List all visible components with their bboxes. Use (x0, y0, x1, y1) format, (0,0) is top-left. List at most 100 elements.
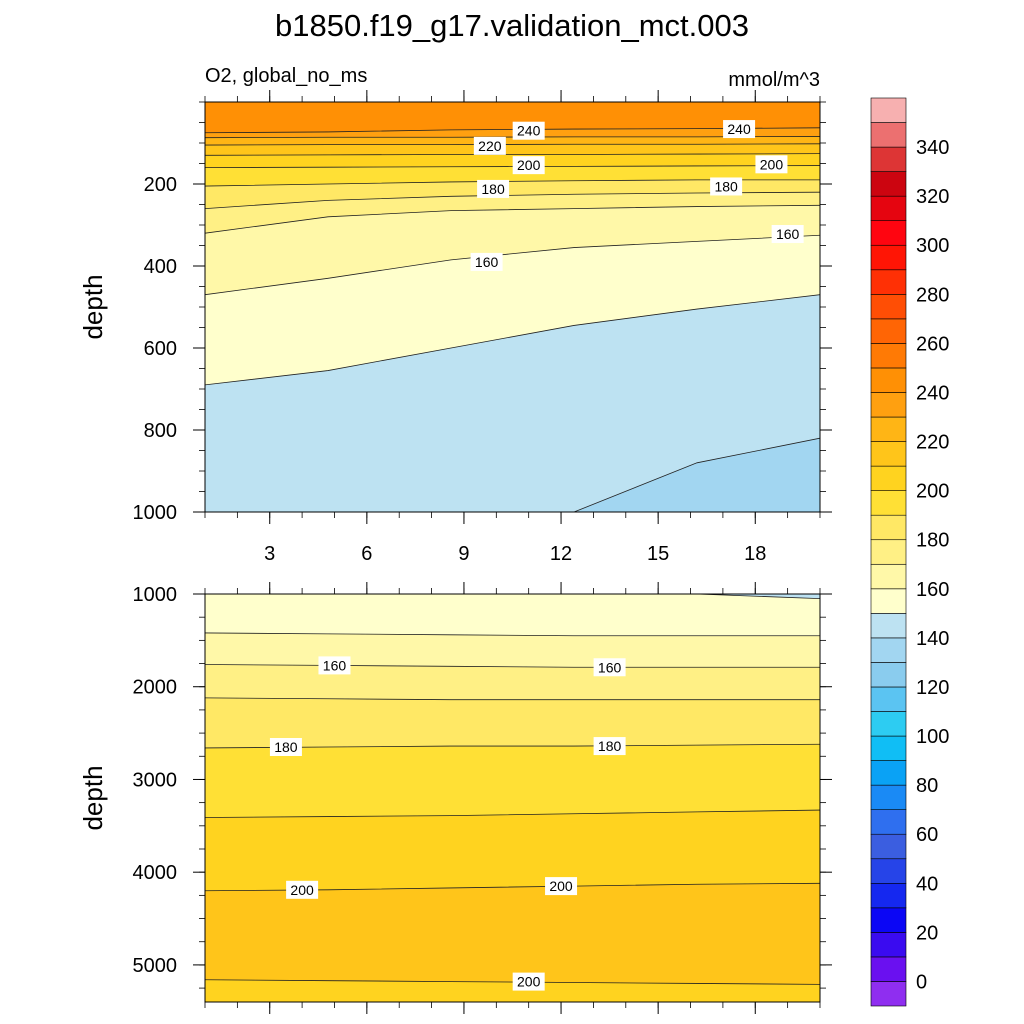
colorbar-swatch (870, 122, 907, 148)
contour-line-220 (205, 143, 820, 146)
y-tick-label: 3000 (133, 769, 178, 791)
colorbar-label: 180 (916, 530, 949, 552)
colorbar-label: 260 (916, 333, 949, 355)
colorbar-swatch (870, 146, 907, 172)
contour-label: 240 (723, 120, 756, 139)
units-subtitle: mmol/m^3 (728, 69, 820, 91)
figure-title: b1850.f19_g17.validation_mct.003 (275, 8, 749, 43)
contour-label-text: 160 (776, 226, 800, 242)
colorbar-label: 120 (916, 677, 949, 699)
colorbar-swatch (870, 367, 907, 393)
y-tick-label: 5000 (133, 955, 178, 977)
contour-line-210 (205, 153, 820, 156)
contour-line-210 (205, 979, 820, 985)
colorbar-label: 80 (916, 775, 938, 797)
y-axis-label: depth (78, 765, 108, 830)
contour-line-160 (205, 234, 820, 296)
colorbar-swatch (870, 563, 907, 590)
x-tick-label: 3 (264, 543, 275, 565)
contour-line-240 (205, 127, 820, 134)
colorbar-label: 300 (916, 235, 949, 257)
contour-label-text: 200 (549, 878, 573, 894)
y-tick-label: 4000 (133, 862, 178, 884)
lower-panel: 160 160 180 180 200 200 200 1000 2000 3000 4000 500… (78, 582, 832, 1014)
contour-label-text: 200 (517, 157, 541, 173)
colorbar-label: 20 (916, 922, 938, 944)
x-tick-label: 9 (458, 543, 469, 565)
contour-band-185 (205, 179, 820, 209)
y-tick-label: 400 (144, 256, 177, 278)
upper-panel: 240 240 220 200 200 180 180 160 160 200 400 600 800 1… (78, 90, 832, 565)
x-tick-label: 18 (744, 543, 766, 565)
colorbar-swatch (870, 465, 907, 491)
contour-label-text: 180 (274, 739, 298, 755)
contour-band-175 (205, 664, 820, 700)
colorbar-swatch (870, 956, 907, 982)
contour-band-135 (205, 438, 820, 512)
colorbar-label: 320 (916, 186, 949, 208)
colorbar-label: 0 (916, 971, 927, 993)
colorbar-swatch (870, 195, 907, 222)
colorbar-swatch (870, 392, 907, 418)
contour-label: 200 (512, 972, 545, 991)
colorbar-swatch (870, 686, 907, 712)
contour-label: 180 (477, 179, 510, 198)
contour-label-text: 180 (481, 181, 505, 197)
colorbar-swatch (870, 858, 907, 884)
contour-label: 180 (269, 738, 302, 756)
colorbar-label: 100 (916, 726, 949, 748)
colorbar-swatch (870, 613, 907, 639)
colorbar-swatch (870, 244, 907, 271)
y-tick-label: 200 (144, 174, 177, 196)
colorbar-swatch (870, 514, 907, 541)
colorbar-swatch (870, 637, 907, 663)
contour-band-155 (205, 594, 820, 636)
contour-label: 160 (470, 252, 503, 271)
contour-label: 220 (473, 136, 506, 155)
colorbar: 0 20 40 60 80 100 120 140 160 180 200 220 240 260 280 3… (870, 97, 949, 1007)
colorbar-swatch (870, 269, 907, 295)
contour-line-170 (205, 697, 820, 701)
colorbar-swatch (870, 711, 907, 737)
colorbar-swatch (870, 441, 907, 467)
colorbar-label: 200 (916, 481, 949, 503)
contour-line-140 (205, 594, 820, 600)
colorbar-swatch (870, 294, 907, 320)
contour-band-175 (205, 192, 820, 234)
colorbar-label: 40 (916, 873, 938, 895)
colorbar-label: 160 (916, 579, 949, 601)
colorbar-swatch (870, 220, 907, 246)
contour-line-150 (205, 632, 820, 637)
colorbar-label: 220 (916, 432, 949, 454)
contour-label-text: 160 (323, 657, 347, 673)
colorbar-swatch (870, 318, 907, 344)
contour-label-text: 200 (760, 156, 784, 172)
contour-band-145 (205, 294, 820, 512)
contour-label-text: 200 (290, 882, 314, 898)
contour-line-200 (205, 165, 820, 169)
y-tick-label: 800 (144, 420, 177, 442)
colorbar-swatch (870, 97, 907, 123)
colorbar-swatch (870, 784, 907, 810)
colorbar-swatch (870, 882, 907, 909)
contour-band-215 (205, 143, 820, 156)
contour-band-195 (205, 744, 820, 818)
contour-label: 200 (512, 156, 545, 175)
contour-band-165 (205, 632, 820, 668)
contour-label-text: 240 (517, 123, 541, 139)
contour-label: 160 (771, 225, 804, 244)
colorbar-label: 340 (916, 137, 949, 159)
contour-label-text: 220 (478, 138, 502, 154)
colorbar-swatch (870, 932, 907, 958)
contour-band-215 (205, 883, 820, 985)
colorbar-swatch (870, 343, 907, 369)
variable-subtitle: O2, global_no_ms (205, 65, 367, 87)
contour-band-235 (205, 127, 820, 138)
colorbar-swatch (870, 662, 907, 688)
contour-line-150 (205, 294, 820, 386)
contour-line-180 (205, 743, 820, 749)
y-tick-label: 1000 (133, 584, 178, 606)
colorbar-swatch (870, 833, 907, 860)
y-axis-label: depth (78, 274, 108, 339)
